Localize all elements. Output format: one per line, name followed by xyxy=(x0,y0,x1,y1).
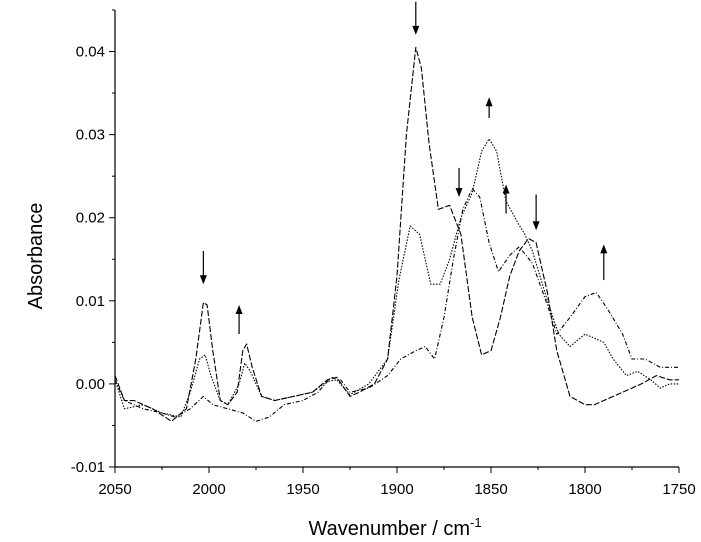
arrow-down-marker xyxy=(199,250,207,285)
series-layer xyxy=(114,46,679,422)
y-tick-label: 0.02 xyxy=(76,210,105,227)
x-tick-label: 2050 xyxy=(98,481,131,498)
y-axis-ticks: -0.01 0.00 0.01 0.02 0.03 0.04 xyxy=(71,9,115,476)
x-tick-label: 1750 xyxy=(662,481,695,498)
series-line-2 xyxy=(114,138,679,418)
annotation-arrows xyxy=(199,1,608,335)
y-tick-label: 0.04 xyxy=(76,44,105,61)
y-axis-title: Absorbance xyxy=(25,203,47,310)
y-tick-label: 0.03 xyxy=(76,127,105,144)
x-tick-label: 1850 xyxy=(474,481,507,498)
x-axis-ticks: 2050 2000 1950 1900 1850 1800 1750 xyxy=(98,467,696,498)
arrow-up-marker xyxy=(600,244,608,281)
series-line-3 xyxy=(114,188,679,422)
y-tick-label: -0.01 xyxy=(71,459,105,476)
x-tick-label: 1900 xyxy=(380,481,413,498)
y-tick-label: 0.00 xyxy=(76,376,105,393)
arrow-down-marker xyxy=(455,167,463,197)
x-tick-label: 1950 xyxy=(286,481,319,498)
y-tick-label: 0.01 xyxy=(76,293,105,310)
x-tick-label: 1800 xyxy=(568,481,601,498)
arrow-down-marker xyxy=(412,1,420,35)
arrow-up-marker xyxy=(502,184,510,214)
arrow-down-marker xyxy=(532,194,540,231)
plot-area xyxy=(114,10,679,468)
series-line-1 xyxy=(114,46,679,422)
arrow-up-marker xyxy=(235,304,243,335)
x-axis-title: Wavenumber / cm-1 xyxy=(308,515,481,540)
x-tick-label: 2000 xyxy=(192,481,225,498)
arrow-up-marker xyxy=(485,97,493,119)
